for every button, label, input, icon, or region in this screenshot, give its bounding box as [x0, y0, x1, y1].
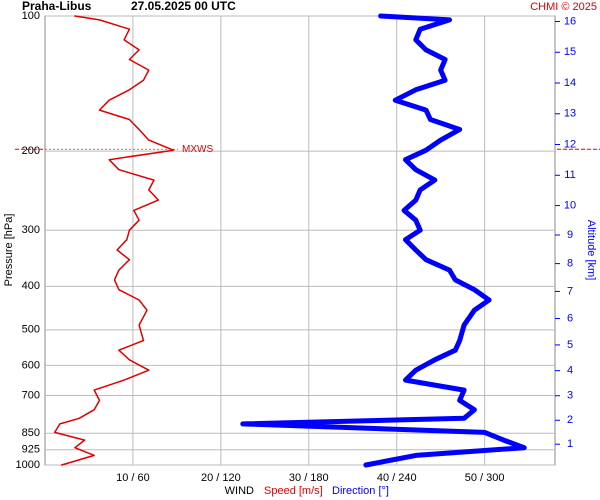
y-tick-label: 300: [22, 224, 40, 236]
y2-tick-label: 16: [564, 15, 576, 27]
y2-tick-label: 9: [567, 229, 573, 241]
y-tick-label: 850: [22, 427, 40, 439]
y2-tick-label: 8: [567, 258, 573, 270]
y-tick-label: 200: [22, 145, 40, 157]
x-tick-label: 30 / 180: [289, 472, 329, 484]
y2-tick-label: 1: [567, 438, 573, 450]
y-tick-label: 600: [22, 359, 40, 371]
y2-tick-label: 14: [564, 77, 576, 89]
x-tick-label: 40 / 240: [377, 472, 417, 484]
x-tick-label: 10 / 60: [116, 472, 150, 484]
plot-frame: [44, 15, 556, 466]
y-tick-label: 500: [22, 324, 40, 336]
y2-tick-label: 12: [564, 138, 576, 150]
x-tick-label: 20 / 120: [201, 472, 241, 484]
max-wind-label: MXWS: [182, 144, 213, 155]
y2-tick-label: 2: [567, 414, 573, 426]
y-axis-label: Pressure [hPa]: [3, 214, 15, 287]
station: Praha-Libus: [22, 0, 92, 13]
x-tick-label: 50 / 300: [465, 472, 505, 484]
y-tick-label: 400: [22, 280, 40, 292]
y2-tick-label: 15: [564, 46, 576, 58]
legend-direction: Direction [°]: [332, 485, 389, 497]
y2-tick-label: 4: [567, 365, 573, 377]
y-tick-label: 925: [22, 444, 40, 456]
y2-tick-label: 10: [564, 199, 576, 211]
y-tick-label: 100: [22, 10, 40, 22]
y2-tick-label: 7: [567, 285, 573, 297]
y2-tick-label: 13: [564, 108, 576, 120]
profile-line: [240, 13, 527, 468]
profile-line: [53, 15, 175, 466]
y2-tick-label: 5: [567, 339, 573, 351]
y2-tick-label: 3: [567, 390, 573, 402]
y2-tick-label: 6: [567, 312, 573, 324]
y-tick-label: 700: [22, 389, 40, 401]
credit: CHMI © 2025: [530, 1, 597, 13]
x-axis-label: WIND: [225, 485, 254, 497]
chart-title: 27.05.2025 00 UTC: [131, 0, 236, 13]
y2-tick-label: 11: [564, 169, 575, 181]
y-tick-label: 1000: [16, 459, 40, 471]
y2-axis-label: Altitude [km]: [585, 220, 597, 281]
legend-speed: Speed [m/s]: [264, 485, 323, 497]
